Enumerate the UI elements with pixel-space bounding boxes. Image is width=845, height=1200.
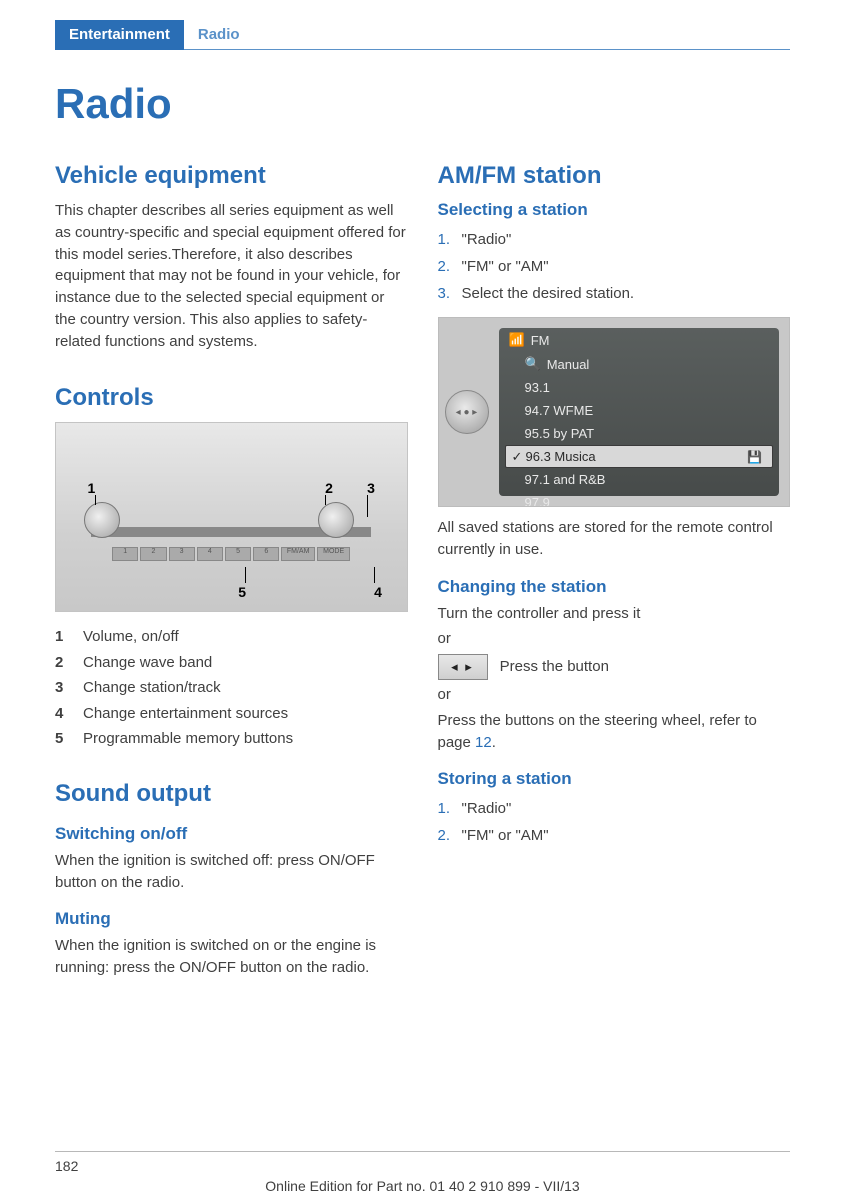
breadcrumb-section: Entertainment — [55, 20, 184, 50]
heading-amfm: AM/FM station — [438, 162, 791, 190]
station-row: 95.5 by PAT — [499, 422, 780, 445]
signal-icon: 📶 — [509, 332, 525, 348]
left-column: Vehicle equipment This chapter describes… — [55, 156, 408, 983]
callout-item: 4Change entertainment sources — [55, 701, 408, 727]
station-row: 97.1 and R&B — [499, 468, 780, 491]
body-muting: When the ignition is switched on or the … — [55, 935, 408, 979]
search-icon: 🔍 — [525, 356, 541, 372]
callout-item: 1Volume, on/off — [55, 624, 408, 650]
heading-controls: Controls — [55, 384, 408, 412]
body-vehicle-equipment: This chapter describes all series equipm… — [55, 200, 408, 352]
body-changing-2: Press the buttons on the steering wheel,… — [438, 710, 791, 754]
station-row: 97.9 — [499, 491, 780, 507]
press-button-row: ◂ ▸ Press the button — [438, 654, 791, 680]
saved-note: All saved stations are stored for the re… — [438, 517, 791, 561]
footer: 182 — [55, 1151, 790, 1174]
controls-illustration: 123456FM/AMMODE 1 2 3 4 5 — [55, 422, 408, 612]
right-column: AM/FM station Selecting a station 1."Rad… — [438, 156, 791, 983]
breadcrumb-page: Radio — [184, 26, 254, 43]
page-title: Radio — [55, 80, 790, 128]
selecting-steps: 1."Radio" 2."FM" or "AM" 3.Select the de… — [438, 226, 791, 307]
breadcrumb: Entertainment Radio — [55, 20, 790, 50]
callout-item: 5Programmable memory buttons — [55, 726, 408, 752]
heading-storing: Storing a station — [438, 769, 791, 789]
page-reference-link[interactable]: 12 — [475, 734, 492, 751]
station-row-selected: 96.3 Musica💾 — [505, 445, 774, 468]
fm-screen-illustration: ◂ ● ▸ 📶FM 🔍Manual 93.1 94.7 WFME 95.5 by… — [438, 317, 791, 507]
station-row: 93.1 — [499, 376, 780, 399]
save-icon: 💾 — [747, 450, 762, 464]
station-row: 94.7 WFME — [499, 399, 780, 422]
or-text: or — [438, 628, 791, 650]
storing-steps: 1."Radio" 2."FM" or "AM" — [438, 795, 791, 849]
heading-changing: Changing the station — [438, 577, 791, 597]
prev-next-button-icon: ◂ ▸ — [438, 654, 488, 680]
heading-switching: Switching on/off — [55, 824, 408, 844]
controller-knob-icon: ◂ ● ▸ — [445, 390, 489, 434]
heading-sound-output: Sound output — [55, 780, 408, 808]
heading-vehicle-equipment: Vehicle equipment — [55, 162, 408, 190]
body-switching: When the ignition is switched off: press… — [55, 850, 408, 894]
heading-muting: Muting — [55, 909, 408, 929]
or-text: or — [438, 684, 791, 706]
controls-callout-list: 1Volume, on/off 2Change wave band 3Chang… — [55, 624, 408, 752]
edition-line: Online Edition for Part no. 01 40 2 910 … — [0, 1178, 845, 1194]
heading-selecting: Selecting a station — [438, 200, 791, 220]
callout-item: 3Change station/track — [55, 675, 408, 701]
page-number: 182 — [55, 1158, 790, 1174]
callout-item: 2Change wave band — [55, 650, 408, 676]
body-changing-1: Turn the controller and press it — [438, 603, 791, 625]
